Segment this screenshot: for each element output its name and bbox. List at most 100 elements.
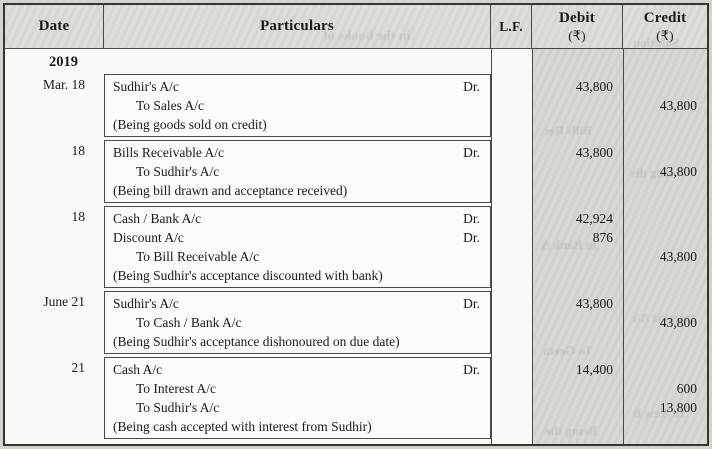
journal-entry: 18 Bills Receivable A/c Dr. To Sudhir's A/c… (5, 140, 707, 203)
journal-entry: 21 Cash A/c Dr. To Interest A/c To Sudhir's … (5, 357, 707, 439)
credit-amount: 600 (676, 381, 697, 396)
entry-lf-cell (491, 74, 532, 137)
journal-entry: Mar. 18 Sudhir's A/c Dr. To Sales A/c (Being… (5, 74, 707, 137)
credit-amount: 43,800 (659, 98, 697, 113)
debit-amount (532, 247, 613, 266)
entry-debit-amounts: 43,800 (532, 140, 623, 203)
entry-narration: (Being goods sold on credit) (113, 117, 267, 132)
year-label: 2019 (49, 54, 78, 70)
entry-date: June 21 (43, 294, 85, 309)
credit-amount (623, 360, 697, 379)
debit-amount: 43,800 (575, 79, 613, 94)
credit-amount (623, 115, 697, 134)
entry-lf-cell (491, 291, 532, 354)
entry-credit-amounts: 43,800 (623, 140, 707, 203)
entry-account-line: Bills Receivable A/c Dr. (105, 143, 490, 162)
entry-account-line: To Sudhir's A/c (136, 164, 220, 179)
debit-amount (532, 398, 613, 417)
credit-amount: 43,800 (659, 164, 697, 179)
credit-amount (623, 209, 697, 228)
credit-amount (623, 143, 697, 162)
credit-amount (623, 181, 697, 200)
journal-entry: 18 Cash / Bank A/c Dr. Discount A/c Dr. To Bi… (5, 206, 707, 288)
entry-account-line: To Interest A/c (136, 381, 217, 396)
table-header-row: Date Particulars L.F. Debit (₹) Credit (… (5, 5, 707, 49)
debit-amount: 14,400 (575, 362, 613, 377)
debit-amount (532, 181, 613, 200)
header-date: Date (5, 5, 104, 48)
column-rule-lf-left (491, 5, 492, 444)
entry-credit-amounts: 600 13,800 (623, 357, 707, 439)
entry-lf-cell (491, 206, 532, 288)
debit-amount (532, 266, 613, 285)
entry-account-line: Cash A/c Dr. (105, 360, 490, 379)
credit-amount: 43,800 (659, 249, 697, 264)
journal-entry: June 21 Sudhir's A/c Dr. To Cash / Bank A/c… (5, 291, 707, 354)
entry-particulars-box: Sudhir's A/c Dr. To Sales A/c (Being goods … (104, 74, 491, 137)
entry-credit-amounts: 43,800 (623, 74, 707, 137)
entry-narration: (Being Sudhir's acceptance discounted wi… (113, 268, 383, 283)
header-credit-currency: (₹) (656, 28, 674, 43)
credit-amount (623, 266, 697, 285)
header-debit: Debit (₹) (532, 5, 623, 48)
entry-narration: (Being cash accepted with interest from … (113, 419, 372, 434)
entry-narration: (Being Sudhir's acceptance dishonoured o… (113, 334, 400, 349)
entry-lf-cell (491, 357, 532, 439)
credit-amount (623, 332, 697, 351)
account-name: Cash A/c (113, 362, 163, 377)
dr-label: Dr. (463, 296, 480, 311)
dr-label: Dr. (463, 362, 480, 377)
debit-amount: 876 (592, 230, 613, 245)
account-name: Sudhir's A/c (113, 296, 179, 311)
header-lf: L.F. (491, 5, 532, 48)
entry-date: 18 (71, 209, 86, 224)
credit-amount (623, 77, 697, 96)
entry-account-line: Sudhir's A/c Dr. (105, 294, 490, 313)
entry-particulars-box: Cash / Bank A/c Dr. Discount A/c Dr. To Bill… (104, 206, 491, 288)
entry-account-line: Sudhir's A/c Dr. (105, 77, 490, 96)
entry-debit-amounts: 43,800 (532, 291, 623, 354)
debit-amount: 43,800 (575, 296, 613, 311)
debit-amount (532, 115, 613, 134)
entry-narration: (Being bill drawn and acceptance receive… (113, 183, 348, 198)
debit-amount (532, 332, 613, 351)
entry-debit-amounts: 43,800 (532, 74, 623, 137)
credit-amount (623, 228, 697, 247)
entry-lf-cell (491, 140, 532, 203)
dr-label: Dr. (463, 211, 480, 226)
entry-account-line: To Bill Receivable A/c (136, 249, 260, 264)
dr-label: Dr. (463, 79, 480, 94)
column-rule-debit-credit (623, 5, 624, 444)
column-rule-lf-right (532, 5, 533, 444)
account-name: Sudhir's A/c (113, 79, 179, 94)
entry-credit-amounts: 43,800 (623, 206, 707, 288)
debit-column-shading (532, 5, 623, 444)
entry-debit-amounts: 42,924 876 (532, 206, 623, 288)
account-name: Discount A/c (113, 230, 184, 245)
account-name: Cash / Bank A/c (113, 211, 202, 226)
credit-column-shading (623, 5, 707, 444)
entry-date: Mar. 18 (43, 77, 85, 92)
entry-account-line: Discount A/c Dr. (105, 228, 490, 247)
account-name: Bills Receivable A/c (113, 145, 224, 160)
debit-amount (532, 379, 613, 398)
debit-amount (532, 162, 613, 181)
header-credit-label: Credit (643, 10, 687, 26)
debit-amount: 42,924 (575, 211, 613, 226)
entry-particulars-box: Cash A/c Dr. To Interest A/c To Sudhir's A/… (104, 357, 491, 439)
entry-credit-amounts: 43,800 (623, 291, 707, 354)
entry-date: 18 (71, 143, 86, 158)
header-particulars: Particulars (104, 5, 491, 48)
credit-amount (623, 417, 697, 436)
header-credit: Credit (₹) (623, 5, 707, 48)
entry-date: 21 (71, 360, 86, 375)
entry-particulars-box: Sudhir's A/c Dr. To Cash / Bank A/c (Being … (104, 291, 491, 354)
debit-amount: 43,800 (575, 145, 613, 160)
table-body: 2019 Mar. 18 Sudhir's A/c Dr. To Sales A/c (… (5, 51, 707, 444)
credit-amount: 43,800 (659, 315, 697, 330)
credit-amount: 13,800 (659, 400, 697, 415)
entry-debit-amounts: 14,400 (532, 357, 623, 439)
debit-amount (532, 313, 613, 332)
dr-label: Dr. (463, 145, 480, 160)
